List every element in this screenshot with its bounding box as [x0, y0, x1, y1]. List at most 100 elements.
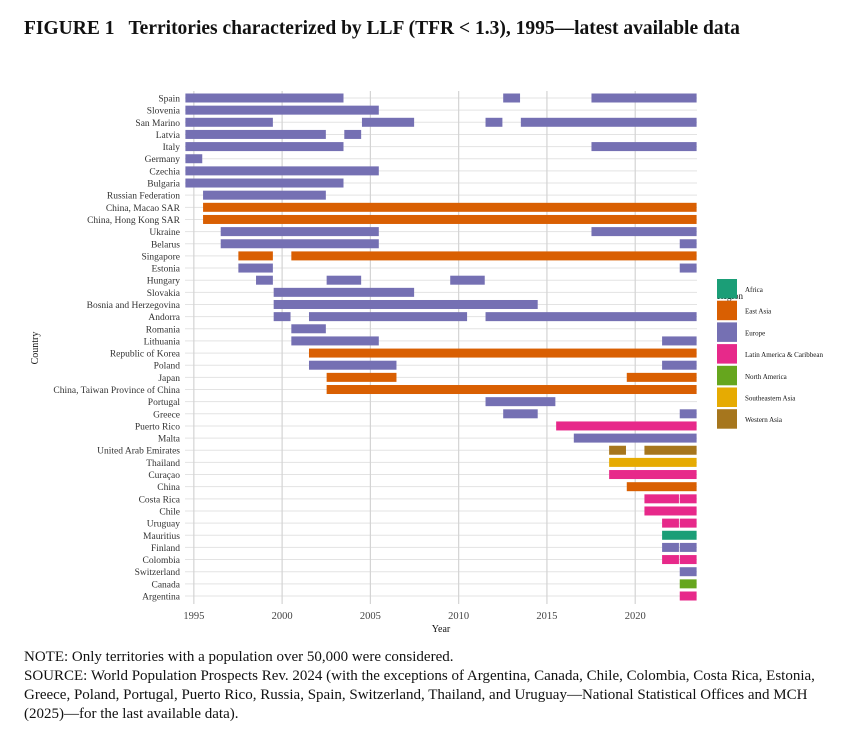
period-bar — [220, 227, 379, 237]
period-bar — [626, 482, 697, 492]
period-bar — [273, 299, 538, 309]
period-bar — [609, 457, 697, 467]
country-label: Belarus — [151, 240, 180, 250]
legend-swatch — [717, 409, 737, 429]
country-label: Republic of Korea — [110, 349, 181, 360]
period-bar — [185, 142, 344, 152]
period-bar — [308, 348, 697, 358]
legend-swatch — [717, 279, 737, 299]
period-bar — [238, 263, 273, 273]
period-bar — [679, 567, 697, 577]
period-bar — [609, 445, 626, 455]
period-bar — [185, 117, 273, 127]
period-bar — [662, 542, 679, 552]
period-bar — [591, 93, 697, 103]
period-bar — [220, 239, 379, 249]
figure-title-text: Territories characterized by LLF (TFR < … — [128, 18, 740, 39]
country-label: China, Taiwan Province of China — [53, 385, 180, 396]
country-label: Greece — [153, 410, 180, 420]
period-bar — [238, 251, 273, 261]
country-label: Spain — [158, 95, 180, 105]
country-label: Switzerland — [135, 568, 181, 578]
period-bar — [203, 202, 697, 212]
period-bar — [273, 287, 415, 297]
period-bar — [185, 178, 344, 188]
legend-label: North America — [745, 373, 788, 381]
country-label: Malta — [158, 435, 181, 445]
country-label: China, Hong Kong SAR — [87, 216, 181, 226]
period-bar — [185, 105, 379, 115]
period-bar — [644, 494, 679, 504]
legend-swatch — [717, 365, 737, 386]
period-bar — [679, 591, 697, 601]
country-label: Andorra — [148, 313, 180, 323]
country-label: Costa Rica — [139, 495, 181, 505]
legend-label: Western Asia — [745, 416, 783, 424]
period-bar — [591, 142, 697, 152]
period-bar — [662, 530, 697, 540]
period-bar — [344, 129, 362, 139]
x-tick-label: 2000 — [272, 611, 293, 622]
country-label: Mauritius — [143, 532, 180, 542]
country-label: Slovenia — [147, 107, 181, 117]
country-label: United Arab Emirates — [97, 447, 180, 457]
country-label: Italy — [163, 143, 181, 153]
country-label: Hungary — [147, 277, 180, 287]
period-bar — [308, 312, 468, 322]
period-bar — [485, 312, 697, 322]
period-bar — [679, 239, 697, 249]
period-bar — [326, 385, 697, 395]
period-bar — [503, 409, 538, 419]
legend-swatch — [717, 344, 737, 364]
country-label: Japan — [158, 374, 180, 384]
legend-swatch — [717, 387, 737, 407]
x-tick-label: 2005 — [360, 611, 381, 622]
figure-notes: NOTE: Only territories with a population… — [24, 648, 844, 724]
period-bar — [291, 251, 697, 261]
country-label: Bosnia and Herzegovina — [87, 301, 181, 311]
period-bar — [308, 360, 397, 370]
period-bar — [203, 214, 697, 224]
country-label: Singapore — [141, 252, 180, 262]
period-bar — [203, 190, 326, 200]
country-label: Czechia — [149, 167, 180, 177]
country-label: Curaçao — [148, 471, 180, 481]
source-text: SOURCE: World Population Prospects Rev. … — [24, 668, 815, 722]
legend-swatch — [717, 322, 737, 342]
period-bar — [626, 372, 697, 382]
period-bar — [185, 93, 344, 103]
period-bar — [291, 324, 326, 334]
country-label: Poland — [154, 362, 181, 372]
period-bar — [662, 360, 697, 370]
legend-swatch — [717, 300, 737, 321]
period-bar — [609, 470, 697, 480]
country-label: Uruguay — [147, 520, 180, 530]
x-tick-label: 1995 — [183, 611, 204, 622]
figure-number: FIGURE 1 — [24, 18, 115, 39]
period-bar — [520, 117, 697, 127]
country-label: Bulgaria — [147, 180, 180, 190]
period-bar — [450, 275, 485, 285]
period-bar — [185, 129, 326, 139]
legend-label: East Asia — [745, 308, 772, 316]
period-bar — [662, 555, 679, 565]
period-bar — [556, 421, 697, 431]
period-bar — [679, 579, 697, 589]
x-tick-label: 2010 — [448, 611, 469, 622]
period-bar — [644, 506, 697, 516]
period-bar — [662, 518, 679, 528]
period-bar — [679, 494, 697, 504]
period-bar — [679, 409, 697, 419]
timeline-chart: 1995 2000 2005 2010 2015 2020 Spain Slovenia San… — [30, 91, 823, 635]
period-bar — [291, 336, 379, 346]
period-bar — [662, 336, 697, 346]
country-label: China, Macao SAR — [106, 204, 181, 214]
country-label: China — [157, 483, 180, 493]
country-label: Colombia — [143, 556, 181, 566]
period-bar — [485, 117, 503, 127]
country-label: Thailand — [146, 459, 180, 469]
period-bar — [256, 275, 273, 285]
country-label: Ukraine — [149, 228, 180, 238]
country-label: Portugal — [148, 398, 181, 408]
x-tick-label: 2020 — [625, 611, 646, 622]
